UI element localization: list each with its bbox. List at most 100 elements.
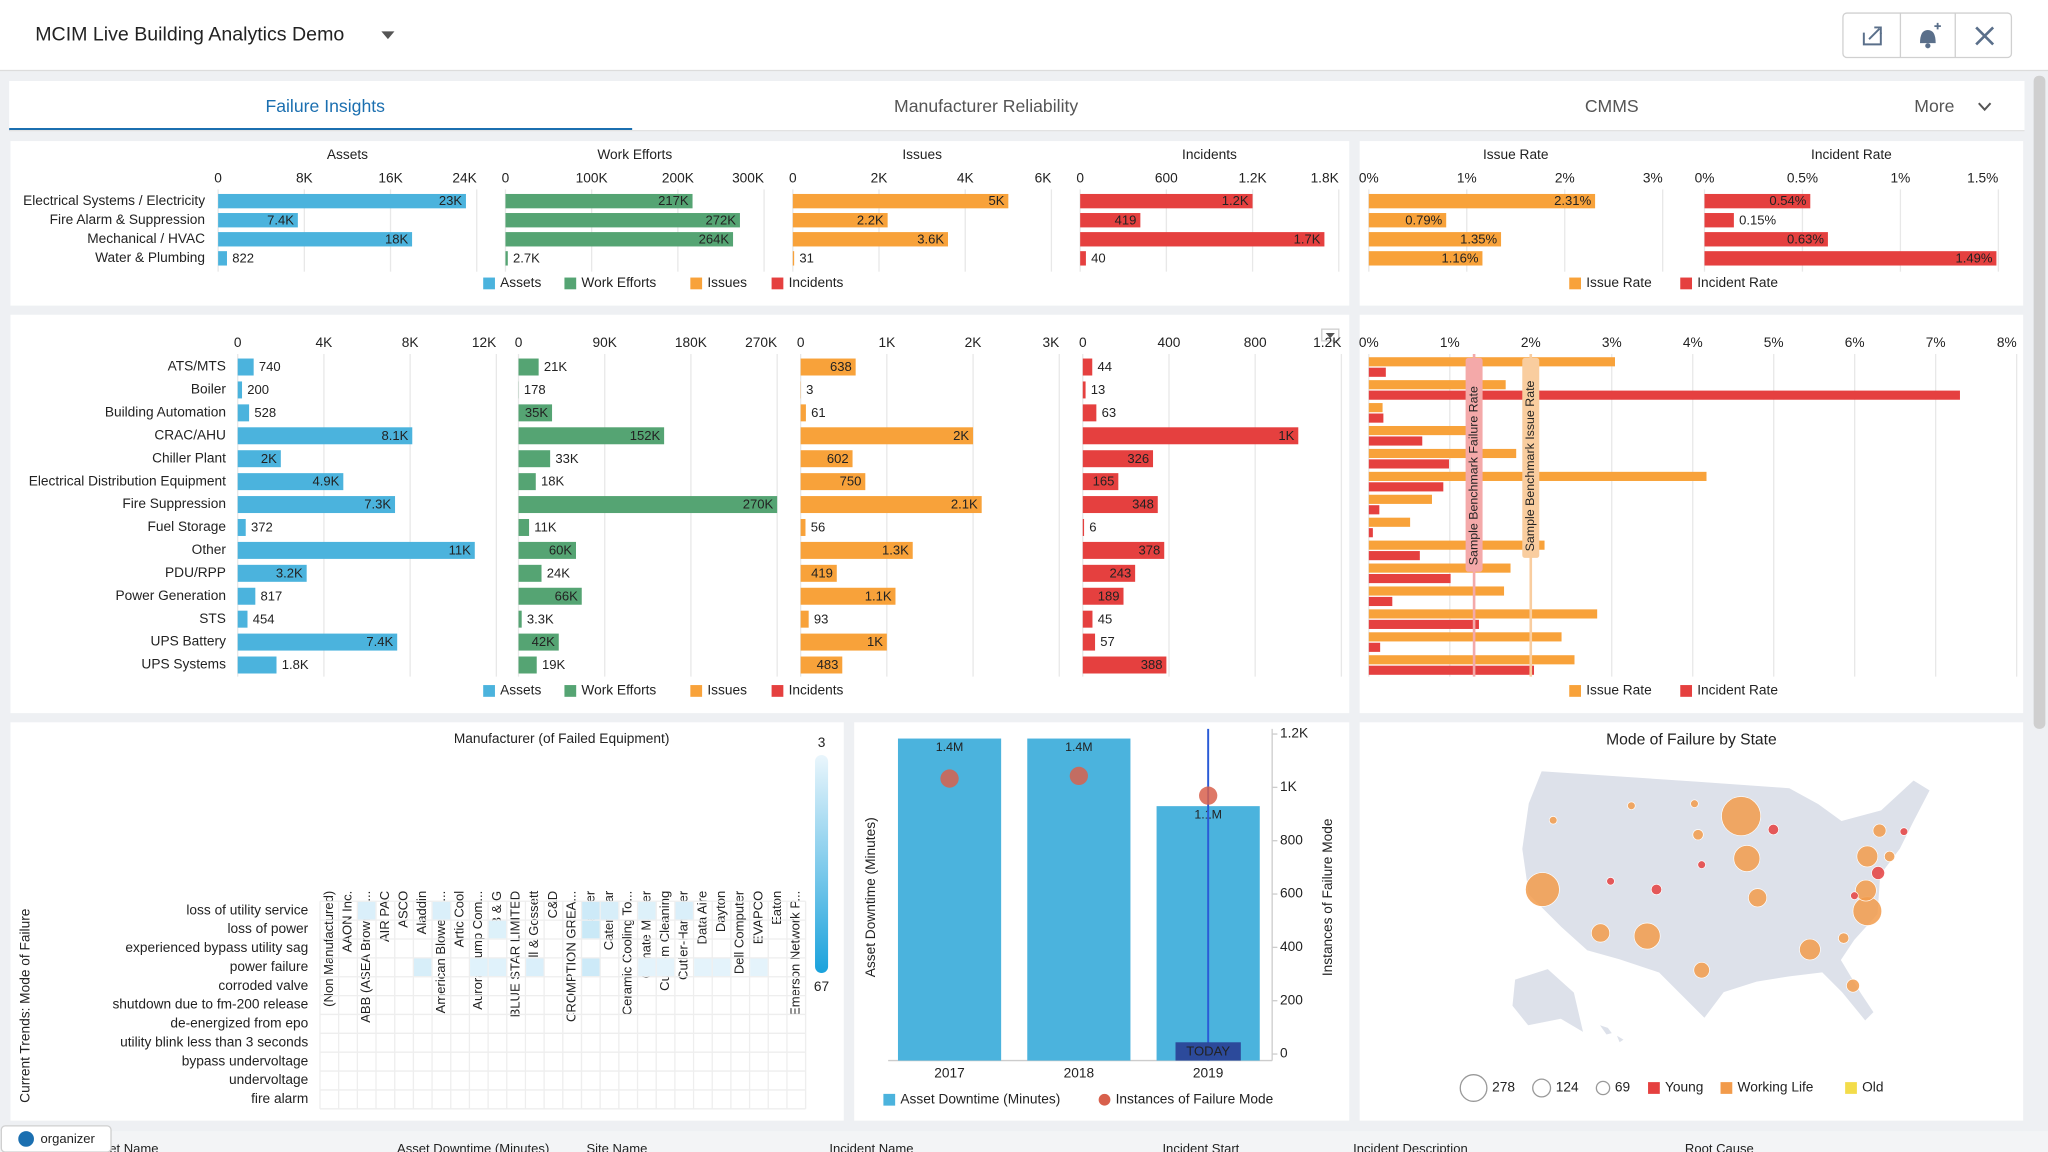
value-label: 419 bbox=[811, 565, 833, 580]
legend-swatch bbox=[564, 685, 577, 697]
bar bbox=[1704, 251, 1997, 266]
value-label: 243 bbox=[1109, 565, 1131, 580]
bar bbox=[1368, 494, 1432, 504]
bar bbox=[1368, 632, 1562, 642]
color-scale bbox=[815, 754, 829, 974]
value-label: 21K bbox=[544, 359, 568, 374]
x-tick-label: 300K bbox=[732, 171, 764, 186]
heat-cell bbox=[638, 901, 656, 920]
legend-label: Young bbox=[1665, 1080, 1703, 1095]
bubble bbox=[1650, 883, 1663, 896]
bar bbox=[1368, 655, 1575, 665]
category-label: Electrical Distribution Equipment bbox=[29, 473, 226, 488]
bar bbox=[518, 541, 576, 559]
column-label: Emerson Network P... bbox=[788, 891, 803, 1016]
column-label: Dayton bbox=[713, 891, 728, 932]
bar bbox=[800, 610, 809, 628]
bar bbox=[1368, 403, 1383, 413]
x-tick-label: 3% bbox=[1643, 171, 1663, 186]
category-label: STS bbox=[199, 611, 226, 626]
bar bbox=[1368, 563, 1511, 573]
tab[interactable]: More bbox=[1914, 96, 1954, 116]
bar bbox=[1368, 528, 1373, 538]
x-tick-label: 90K bbox=[593, 335, 617, 350]
x-tick-label: 0% bbox=[1359, 335, 1379, 350]
y2-tick-label: 800 bbox=[1280, 832, 1303, 847]
column-label: ABB (ASEA Brown B... bbox=[358, 891, 373, 1023]
bar bbox=[1368, 367, 1386, 377]
tab[interactable]: Failure Insights bbox=[265, 96, 385, 116]
value-label: 40 bbox=[1091, 250, 1106, 265]
legend-swatch bbox=[1098, 1093, 1111, 1106]
close-button[interactable] bbox=[1975, 26, 1995, 46]
row-label: loss of utility service bbox=[186, 902, 308, 917]
legend-label: Incidents bbox=[789, 275, 844, 290]
heat-cell bbox=[582, 920, 600, 939]
bar bbox=[1082, 633, 1096, 651]
column-header: Incident Name bbox=[829, 1141, 913, 1152]
category-label: Mechanical / HVAC bbox=[87, 231, 205, 246]
value-label: 1K bbox=[1278, 428, 1294, 443]
x-tick-label: 0% bbox=[1695, 171, 1715, 186]
tab[interactable]: Manufacturer Reliability bbox=[894, 96, 1078, 116]
category-label: UPS Systems bbox=[141, 657, 226, 672]
row-label: bypass undervoltage bbox=[182, 1053, 309, 1068]
row-label: de-energized from epo bbox=[170, 1016, 308, 1031]
value-label: 60K bbox=[549, 543, 573, 558]
value-label: 264K bbox=[699, 231, 730, 246]
bar bbox=[1368, 413, 1384, 423]
x-tick-label: 180K bbox=[675, 335, 707, 350]
scrollbar[interactable] bbox=[2033, 75, 2046, 729]
value-label: 2.31% bbox=[1554, 193, 1591, 208]
value-label: 638 bbox=[830, 359, 852, 374]
x-tick-label: 1% bbox=[1891, 171, 1911, 186]
chart-title: Incident Rate bbox=[1811, 147, 1892, 162]
bar bbox=[800, 633, 887, 651]
category-label: Electrical Systems / Electricity bbox=[23, 193, 205, 208]
bubble bbox=[1693, 961, 1710, 979]
value-label: 1.4M bbox=[936, 740, 964, 754]
legend-label: Instances of Failure Mode bbox=[1116, 1091, 1274, 1106]
organizer-badge[interactable]: organizer bbox=[0, 1125, 112, 1152]
bar bbox=[792, 232, 948, 247]
legend-swatch bbox=[1720, 1082, 1733, 1094]
value-label: 528 bbox=[254, 405, 276, 420]
bar bbox=[218, 193, 466, 209]
notify-button[interactable] bbox=[1920, 22, 1941, 49]
legend-label: Incident Rate bbox=[1697, 683, 1778, 698]
x-tick-label: 2019 bbox=[1193, 1065, 1223, 1080]
share-button[interactable] bbox=[1862, 26, 1882, 46]
value-label: 0.79% bbox=[1405, 212, 1442, 227]
bar bbox=[237, 381, 243, 399]
bar bbox=[1704, 193, 1811, 209]
bar bbox=[518, 564, 542, 582]
x-tick-label: 16K bbox=[378, 171, 402, 186]
chart-title: Incidents bbox=[1182, 147, 1237, 162]
column-label: Ceramic Cooling To... bbox=[620, 891, 635, 1015]
x-tick-label: 2% bbox=[1555, 171, 1575, 186]
legend-swatch bbox=[883, 1093, 896, 1106]
x-tick-label: 7% bbox=[1926, 335, 1946, 350]
bar bbox=[1368, 380, 1506, 390]
bubble bbox=[1697, 860, 1706, 869]
bar bbox=[518, 656, 537, 674]
heat-cell bbox=[600, 901, 619, 920]
column-label: Aurora Pump Com... bbox=[470, 891, 485, 1010]
title-dropdown[interactable] bbox=[381, 31, 395, 40]
x-tick-label: 600 bbox=[1155, 171, 1178, 186]
chart-title: Assets bbox=[327, 147, 368, 162]
tab[interactable]: CMMS bbox=[1585, 96, 1639, 116]
value-label: 63 bbox=[1102, 405, 1117, 420]
bar bbox=[1082, 381, 1086, 399]
y2-tick-label: 0 bbox=[1280, 1046, 1288, 1061]
today-badge bbox=[1175, 1042, 1241, 1061]
value-label: 5K bbox=[988, 193, 1004, 208]
bar bbox=[1082, 587, 1124, 605]
x-tick-label: 270K bbox=[745, 335, 777, 350]
column-label: CROMPTION GREA... bbox=[564, 891, 579, 1022]
value-label: 178 bbox=[524, 382, 546, 397]
bar bbox=[1368, 436, 1423, 446]
row-label: undervoltage bbox=[229, 1072, 309, 1087]
bar bbox=[518, 587, 582, 605]
